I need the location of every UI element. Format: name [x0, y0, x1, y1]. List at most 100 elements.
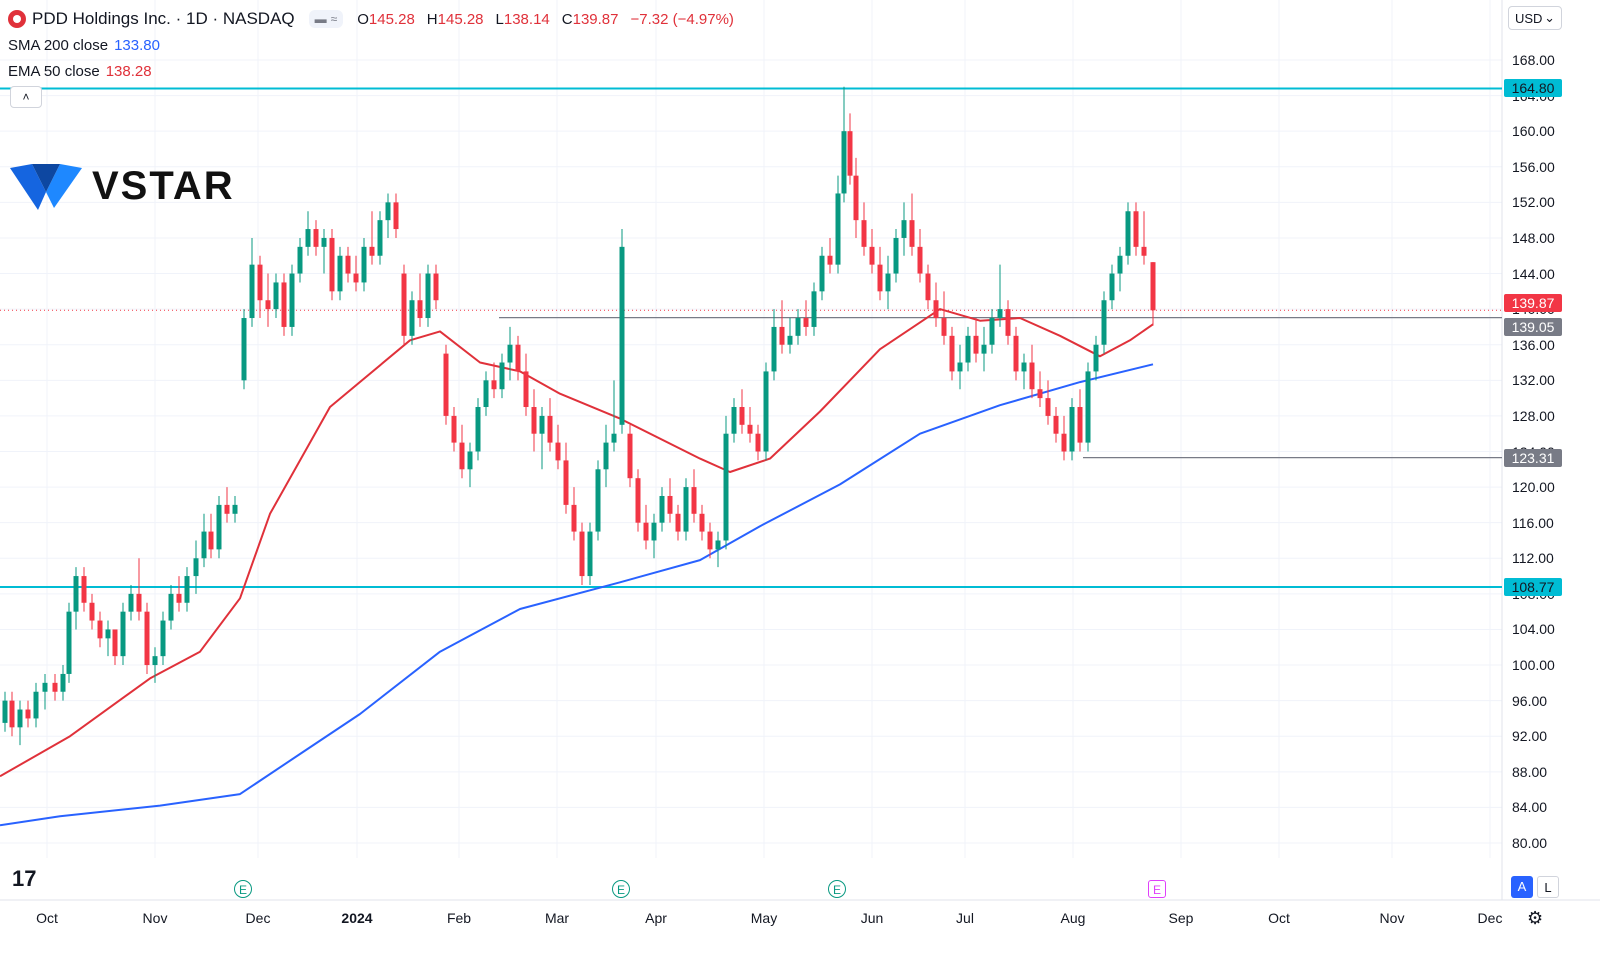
visibility-toggle[interactable]: ▬ ≈ [308, 10, 344, 28]
candle-body [965, 335, 971, 363]
candle-body [112, 629, 118, 657]
ohlc-high: H145.28 [426, 10, 484, 28]
time-tick-label: Sep [1168, 910, 1194, 926]
candle-body [1077, 407, 1083, 443]
candle-body [152, 656, 158, 666]
wave-icon[interactable]: ≈ [330, 12, 338, 26]
candle-body [587, 531, 593, 577]
candle-body [539, 415, 545, 434]
candle-body [1045, 398, 1051, 416]
candle-body [491, 380, 497, 390]
candle-body [1150, 262, 1156, 311]
collapse-legend-button[interactable]: ˄ [10, 86, 42, 108]
candle-body [723, 433, 729, 541]
price-tick-label: 104.00 [1512, 621, 1555, 638]
candle-body [475, 407, 481, 452]
candle-body [451, 415, 457, 443]
symbol-title[interactable]: PDD Holdings Inc. · 1D · NASDAQ [32, 9, 295, 28]
candle-body [1085, 371, 1091, 443]
candle-body [635, 478, 641, 523]
settings-gear-icon[interactable]: ⚙ [1527, 908, 1544, 928]
candle-body [208, 531, 214, 550]
time-tick-label: Feb [446, 910, 472, 926]
candle-body [715, 540, 721, 550]
candle-body [563, 460, 569, 505]
candle-body [651, 522, 657, 541]
candle-body [176, 593, 182, 603]
candle-body [755, 433, 761, 452]
candle-body [265, 300, 271, 310]
candle-body [507, 344, 513, 363]
minus-icon[interactable]: ▬ [314, 12, 327, 26]
symbol-logo-icon [8, 10, 26, 28]
log-scale-button[interactable]: L [1537, 876, 1559, 898]
earnings-marker-icon[interactable]: E [612, 880, 630, 898]
earnings-marker-icon[interactable]: E [234, 880, 252, 898]
price-tick-label: 160.00 [1512, 123, 1555, 140]
candle-body [353, 273, 359, 283]
candle-body [321, 237, 327, 247]
candle-body [893, 237, 899, 274]
price-tick-label: 84.00 [1512, 799, 1548, 816]
candle-body [957, 362, 963, 372]
chevron-down-icon: ⌄ [1544, 10, 1555, 25]
candle-body [128, 593, 134, 612]
ema-legend[interactable]: EMA 50 close 138.28 [8, 62, 152, 80]
candle-body [611, 433, 617, 443]
time-tick-label: Nov [142, 910, 168, 926]
price-tick-label: 148.00 [1512, 229, 1555, 246]
candle-body [337, 255, 343, 292]
candle-body [2, 700, 8, 723]
upcoming-earnings-marker-icon[interactable]: E [1148, 880, 1166, 898]
candle-body [345, 255, 351, 274]
candle-body [425, 273, 431, 319]
candle-body [811, 291, 817, 327]
chart-legend: PDD Holdings Inc. · 1D · NASDAQ ▬ ≈ O145… [8, 6, 740, 84]
time-tick-label: 2024 [341, 910, 373, 926]
candle-body [168, 593, 174, 621]
candle-body [555, 442, 561, 461]
candle-body [409, 300, 415, 336]
candle-body [9, 700, 15, 728]
ohlc-low: L138.14 [495, 10, 550, 28]
price-tick-label: 96.00 [1512, 692, 1548, 709]
candle-body [861, 220, 867, 247]
price-tick-label: 128.00 [1512, 407, 1555, 424]
price-tick-label: 92.00 [1512, 728, 1548, 745]
candle-body [981, 344, 987, 354]
candle-body [97, 620, 103, 639]
price-tick-label: 100.00 [1512, 657, 1555, 674]
price-tick-label: 132.00 [1512, 372, 1555, 389]
chevron-up-icon: ˄ [22, 90, 30, 104]
sma-legend[interactable]: SMA 200 close 133.80 [8, 36, 160, 54]
candle-body [224, 504, 230, 514]
price-label: 164.80 [1504, 79, 1562, 98]
candle-body [393, 202, 399, 230]
candle-body [917, 246, 923, 274]
vstar-logo-icon [10, 164, 82, 210]
currency-value: USD [1515, 10, 1543, 26]
candle-body [361, 246, 367, 283]
candle-body [683, 487, 689, 532]
candle-body [579, 531, 585, 577]
candle-body [1101, 300, 1107, 345]
price-tick-label: 88.00 [1512, 763, 1548, 780]
auto-scale-button[interactable]: A [1511, 876, 1533, 898]
tradingview-logo-icon[interactable]: 17 [12, 866, 37, 891]
price-label: 108.77 [1504, 578, 1562, 596]
candle-body [483, 380, 489, 408]
candle-body [603, 442, 609, 470]
candle-body [531, 407, 537, 434]
candle-body [941, 318, 947, 336]
currency-select[interactable]: USD ⌄ [1508, 6, 1562, 30]
candle-body [193, 558, 199, 577]
candle-body [1061, 433, 1067, 452]
candle-body [417, 300, 423, 319]
candle-body [707, 531, 713, 550]
candle-body [499, 362, 505, 390]
candle-body [369, 246, 375, 256]
candle-body [771, 326, 777, 372]
earnings-marker-icon[interactable]: E [828, 880, 846, 898]
candle-body [571, 504, 577, 532]
